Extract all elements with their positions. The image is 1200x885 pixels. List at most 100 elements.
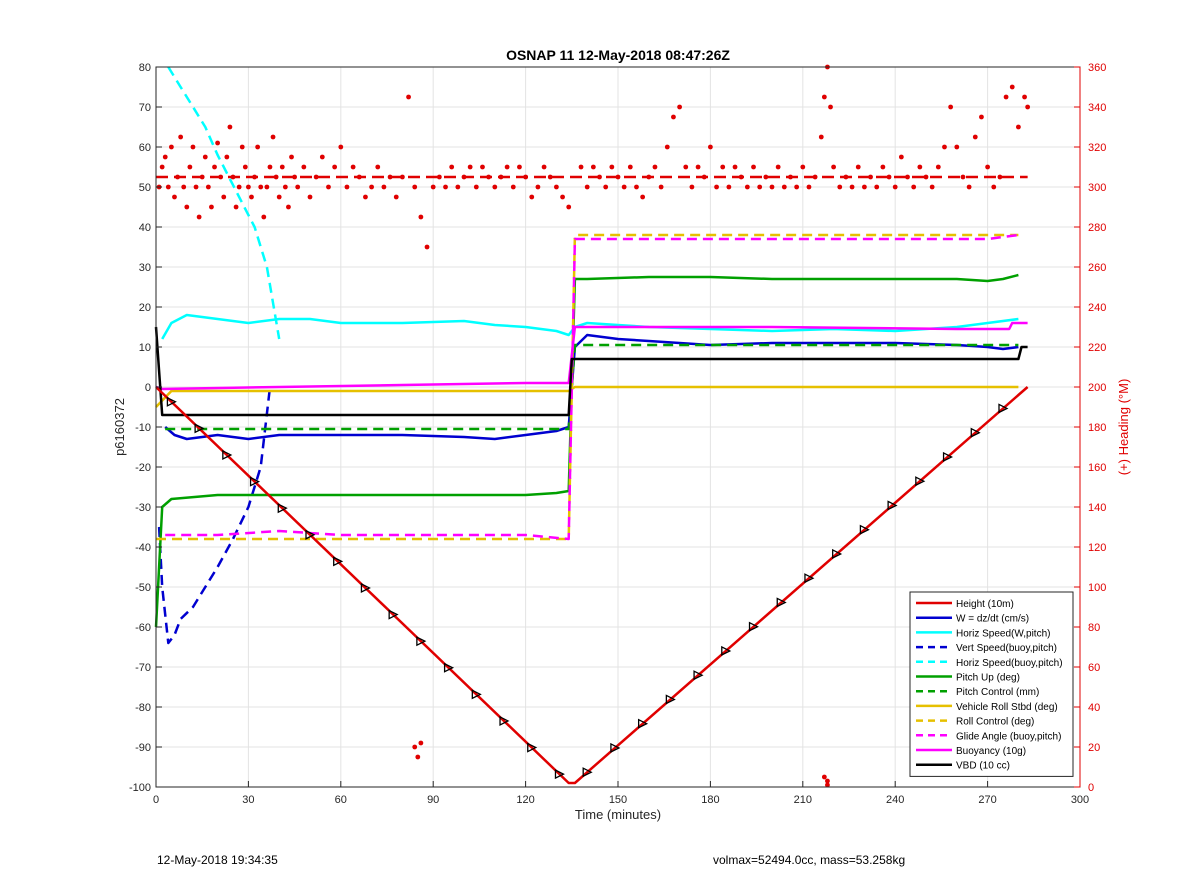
heading-point [892,184,898,190]
heading-point [849,184,855,190]
height-marker [554,769,565,780]
heading-point [307,194,313,200]
heading-point [313,174,319,180]
heading-point [868,174,873,180]
height-marker [776,597,787,608]
legend-label: Horiz Speed(buoy,pitch) [956,658,1063,669]
legend-label: Height (10m) [956,599,1014,610]
y-tick-label-right: 200 [1088,382,1106,394]
heading-point [788,174,793,180]
heading-point [381,184,387,190]
y-tick-label-right: 160 [1088,462,1106,474]
heading-point [886,174,892,180]
heading-point [375,164,381,170]
y-tick-label-right: 260 [1088,262,1106,274]
legend-label: Roll Control (deg) [956,717,1034,728]
x-axis-label: Time (minutes) [575,807,661,822]
height-marker [443,662,455,673]
x-tick-label: 0 [153,794,159,806]
heading-point [744,184,750,190]
heading-point [187,164,193,170]
heading-point [775,164,781,170]
heading-point [991,184,997,190]
y-tick-label-left: 50 [139,182,151,194]
heading-point [193,184,199,190]
y-tick-label-left: 30 [139,262,151,274]
legend-label: W = dz/dt (cm/s) [956,614,1029,625]
heading-point [175,174,180,180]
heading-point [732,164,738,170]
height-marker [748,621,759,632]
heading-point [821,774,827,780]
heading-point [249,194,254,200]
y-axis-label-right: (+) Heading (°M) [1116,379,1131,476]
heading-point [825,782,830,788]
x-tick-label: 240 [886,794,904,806]
heading-point [181,184,187,190]
heading-point [979,114,984,120]
series-line [157,386,272,645]
height-marker [610,742,621,754]
heading-point [282,184,288,190]
heading-point [332,164,338,170]
heading-point [560,194,565,200]
heading-point [159,164,165,170]
heading-point [412,744,418,750]
heading-point [695,164,701,170]
legend: Height (10m) W = dz/dt (cm/s) Horiz Speed(… [909,591,1074,777]
series-line [155,321,1028,391]
heading-point [769,184,775,190]
heading-point [683,164,689,170]
heading-point [387,174,393,180]
height-marker [915,476,926,487]
heading-point [169,144,174,150]
legend-label: Vehicle Roll Stbd (deg) [956,702,1058,713]
y-tick-label-right: 220 [1088,342,1106,354]
legend-label: Pitch Up (deg) [956,673,1020,684]
heading-point [1025,104,1031,110]
heading-point [935,164,941,170]
heading-point [289,154,294,160]
height-marker [499,715,510,726]
heading-point [966,184,972,190]
heading-point [757,184,763,190]
y-tick-label-right: 20 [1088,742,1100,754]
height-marker [804,573,815,584]
heading-point [252,174,257,180]
series-line [165,343,1019,431]
heading-point [726,184,732,190]
heading-point [590,164,596,170]
heading-point [461,174,467,180]
height-marker [222,449,233,461]
heading-point [781,184,787,190]
heading-point [812,174,818,180]
heading-point [486,174,492,180]
plot-area [154,64,1031,788]
heading-point [430,184,436,190]
heading-point [929,184,935,190]
y-tick-label-left: 70 [139,102,151,114]
heading-point [1016,124,1021,130]
heading-point [923,174,929,180]
heading-point [911,184,917,190]
heading-point [689,184,695,190]
heading-point [800,164,806,170]
heading-point [400,174,405,180]
series-line [154,326,1028,417]
heading-point [492,184,498,190]
heading-point [529,194,535,200]
heading-point [418,740,424,746]
heading-point [714,184,719,190]
heading-point [295,184,301,190]
axes: 0 30 60 90 120 150 180 210 240 270 300807060504030… [129,62,1106,806]
y-tick-label-right: 280 [1088,222,1106,234]
heading-point [603,184,609,190]
heading-point [267,164,273,170]
heading-point [473,184,479,190]
heading-point [369,184,374,190]
heading-point [818,134,824,140]
y-tick-label-left: -30 [135,502,151,514]
heading-point [985,164,990,170]
x-tick-label: 150 [609,794,627,806]
